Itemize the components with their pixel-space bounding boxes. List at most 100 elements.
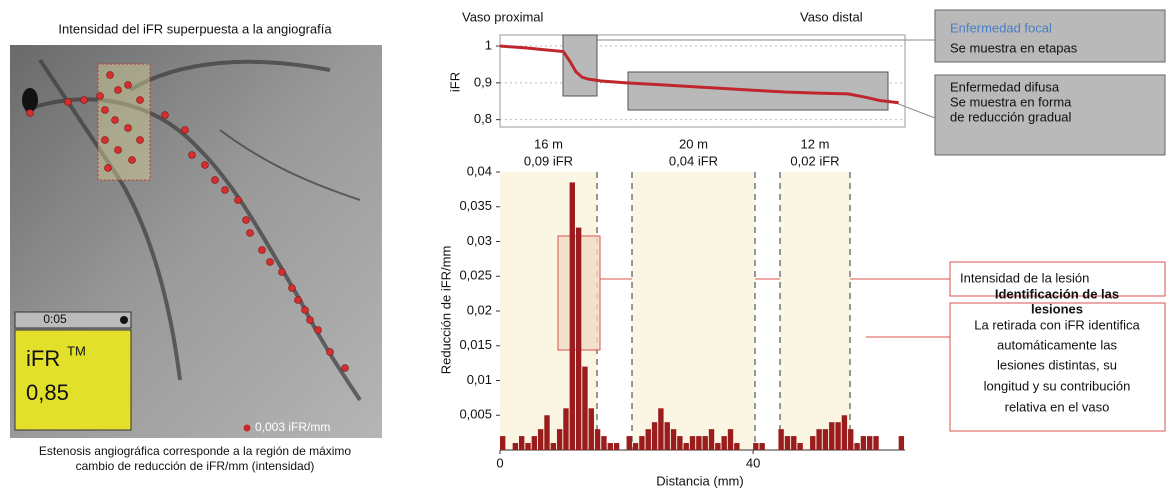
ifr-value: 0,85 (26, 380, 69, 405)
x-tick-label: 40 (746, 455, 760, 470)
bar (759, 443, 765, 450)
bar (500, 436, 506, 450)
ifr-dot (64, 98, 72, 106)
angio-legend: 0,003 iFR/mm (255, 420, 330, 434)
region-label: Vaso distal (800, 9, 863, 24)
legend-dot (243, 424, 251, 432)
bar (816, 429, 822, 450)
segment-band (780, 172, 850, 450)
caption-line: cambio de reducción de iFR/mm (intensida… (76, 459, 315, 473)
ifr-dot (114, 86, 122, 94)
callout-text: automáticamente las (997, 337, 1117, 352)
callout-box (934, 9, 1166, 63)
segment-band (632, 172, 755, 450)
bar (784, 436, 791, 450)
plot-frame (499, 34, 906, 128)
ifr-dot (106, 71, 114, 79)
ifr-dot (246, 229, 254, 237)
bar (575, 227, 582, 450)
bar (822, 429, 829, 450)
x-axis-label: Distancia (mm) (656, 473, 743, 488)
y-tick-label: 0,8 (474, 111, 492, 126)
callout-text: longitud y su contribución (984, 378, 1131, 393)
bar (734, 443, 740, 450)
segment-length: 12 m (801, 136, 830, 151)
bar (626, 436, 632, 450)
ifr-dot (341, 364, 349, 372)
ifr-dot (314, 326, 322, 334)
callout-title: Enfermedad focal (950, 20, 1052, 35)
bar (854, 443, 860, 450)
bar (753, 443, 759, 450)
bar (829, 422, 835, 450)
bar (569, 182, 575, 451)
bar (689, 436, 696, 450)
bar (867, 436, 873, 450)
ifr-label: iFR (26, 346, 60, 371)
segment-drop: 0,02 iFR (790, 153, 839, 168)
bar (683, 443, 689, 450)
callout-text: Intensidad de la lesión (960, 270, 1089, 285)
ifr-dot (26, 109, 34, 117)
segment-length: 20 m (679, 136, 708, 151)
bar (544, 415, 550, 450)
region-label: Vaso proximal (462, 9, 544, 24)
bar (645, 429, 651, 450)
bar (556, 429, 563, 450)
y-tick-label: 0,005 (459, 407, 492, 422)
ifr-dot (136, 96, 144, 104)
ifr-dot (288, 284, 296, 292)
stenosis-highlight (97, 63, 151, 181)
bar (550, 443, 557, 450)
ifr-dot (181, 126, 189, 134)
ifr-dot (114, 146, 122, 154)
timer: 0:05 (43, 312, 67, 326)
bar (588, 408, 594, 450)
ifr-dot (266, 258, 274, 266)
ifr-dot (188, 151, 196, 159)
bar (841, 415, 848, 450)
bar (594, 429, 601, 450)
y-tick-label: 0,01 (467, 372, 492, 387)
bar (658, 408, 664, 450)
bar (696, 436, 702, 450)
ifr-line (499, 44, 899, 105)
bar (708, 429, 715, 450)
ifr-dot (306, 316, 314, 324)
bar (727, 429, 734, 450)
y-tick-label: 0,035 (459, 198, 492, 213)
segment-drop: 0,09 iFR (524, 153, 573, 168)
y-tick-label: 0,03 (467, 233, 492, 248)
ifr-dot (278, 268, 286, 276)
bar (778, 429, 784, 450)
y-tick-label: 0,02 (467, 302, 492, 317)
bar (525, 443, 531, 450)
ifr-dot (101, 106, 109, 114)
bar (512, 443, 519, 450)
y-tick-label: 0,025 (459, 268, 492, 283)
callout-title: Identificación de las (995, 286, 1119, 301)
timer-knob (120, 316, 128, 324)
ifr-dot (101, 136, 109, 144)
callout-text: Se muestra en etapas (950, 40, 1078, 55)
callout-title: lesiones (1031, 301, 1083, 316)
bar (639, 436, 645, 450)
bar (531, 436, 538, 450)
ifr-dot (161, 111, 169, 119)
ifr-dot (221, 186, 229, 194)
timer-bar (14, 311, 132, 329)
ifr-dot (111, 116, 119, 124)
callout-text: Enfermedad difusa (950, 79, 1060, 94)
callout-box (949, 261, 1166, 297)
ifr-dot (124, 81, 132, 89)
bar (791, 436, 797, 450)
bar (601, 436, 607, 450)
segment-drop: 0,04 iFR (669, 153, 718, 168)
bar (677, 436, 683, 450)
y-axis-label: Reducción de iFR/mm (438, 246, 453, 375)
bar (582, 366, 588, 450)
ifr-dot (104, 164, 112, 172)
bar (664, 422, 670, 450)
ifr-dot (201, 161, 209, 169)
